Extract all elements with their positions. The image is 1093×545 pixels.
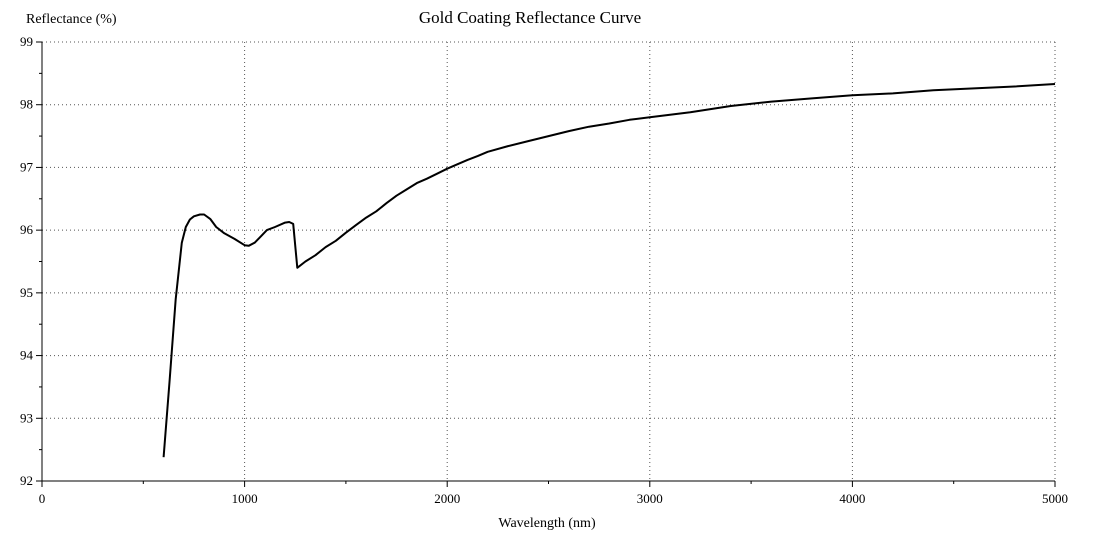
x-tick-label: 3000 — [637, 491, 663, 506]
grid-lines — [42, 41, 1056, 481]
x-ticks: 0 1000 2000 3000 4000 5000 — [39, 481, 1068, 506]
x-axis-label: Wavelength (nm) — [498, 516, 596, 531]
y-tick-label: 99 — [20, 34, 33, 49]
x-tick-label: 2000 — [434, 491, 460, 506]
plot-axes — [41, 42, 1055, 482]
series-group — [162, 83, 1056, 458]
chart-title: Gold Coating Reflectance Curve — [419, 8, 641, 27]
x-tick-label: 1000 — [232, 491, 258, 506]
y-tick-label: 94 — [20, 348, 34, 363]
y-tick-label: 98 — [20, 97, 33, 112]
y-axis-label: Reflectance (%) — [26, 12, 117, 27]
x-tick-label: 5000 — [1042, 491, 1068, 506]
y-tick-label: 93 — [20, 410, 33, 425]
series-line — [162, 83, 1056, 458]
x-tick-label: 4000 — [839, 491, 865, 506]
y-ticks: 92 93 94 95 96 97 98 99 — [20, 34, 42, 488]
x-tick-label: 0 — [39, 491, 46, 506]
y-tick-label: 96 — [20, 222, 34, 237]
y-tick-label: 97 — [20, 159, 34, 174]
y-tick-label: 92 — [20, 473, 33, 488]
y-tick-label: 95 — [20, 285, 33, 300]
